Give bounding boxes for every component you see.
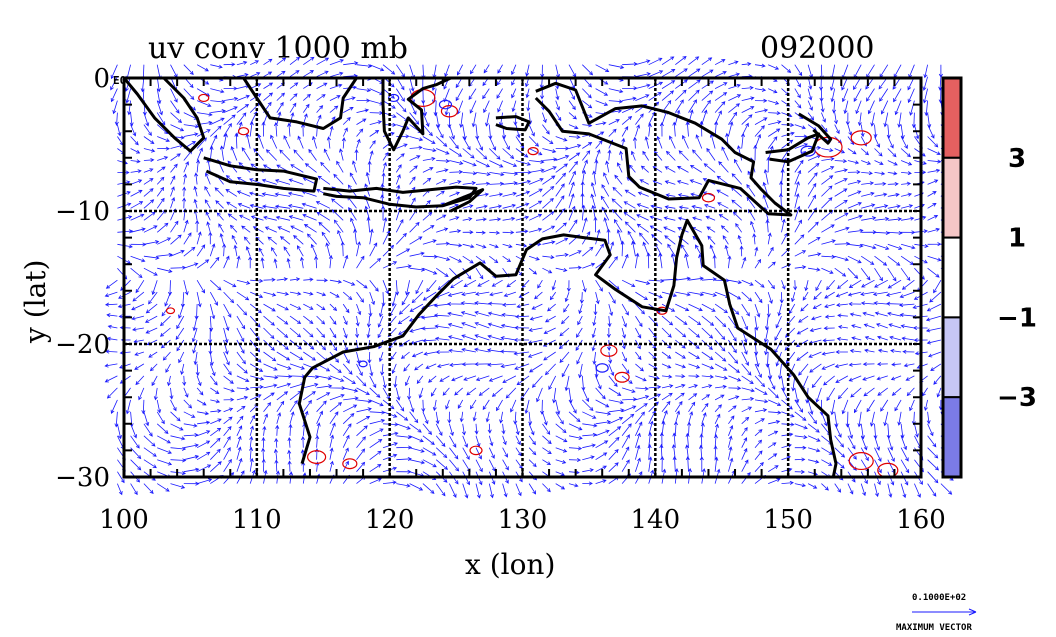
time-label: 092000 <box>760 31 875 66</box>
x-tick-label: 140 <box>631 505 681 535</box>
reference-arrowhead <box>968 608 977 616</box>
colorbar <box>941 76 963 479</box>
x-tick-label: 130 <box>498 505 548 535</box>
contour-positive <box>850 130 872 146</box>
colorbar-label: −3 <box>997 383 1037 413</box>
contour-positive <box>165 307 176 315</box>
contour-positive <box>342 458 358 470</box>
colorbar-labels: 3 1 −1 −3 <box>997 144 1037 413</box>
contour-positive <box>600 344 618 357</box>
y-tick-label: −30 <box>55 463 110 493</box>
contour-negative <box>595 363 609 373</box>
coastline-sumatra <box>122 76 206 153</box>
coastline-timor <box>442 188 485 213</box>
colorbar-segment <box>942 396 962 479</box>
colorbar-segment <box>942 77 962 159</box>
contour-positive <box>440 105 459 118</box>
reference-vector: 0.1000E+02 MAXIMUM VECTOR <box>896 593 977 633</box>
colorbar-segment <box>942 316 962 399</box>
contour-positive <box>307 450 327 464</box>
contour-positive <box>237 127 250 136</box>
contour-positive <box>848 452 874 471</box>
colorbar-segment <box>942 156 962 239</box>
y-tick-label: 0 <box>93 64 110 94</box>
reference-vector-value: 0.1000E+02 <box>912 593 966 603</box>
contour-negative <box>358 360 368 368</box>
coastline-new_guinea <box>534 81 793 217</box>
tick-marks <box>123 77 922 478</box>
contour-positive <box>614 371 630 383</box>
x-axis-label: x (lon) <box>465 548 555 581</box>
coastline-java <box>203 156 319 193</box>
y-tick-labels: 0 −10 −20 −30 <box>55 64 110 493</box>
coastline-new_ireland <box>798 112 833 145</box>
x-tick-label: 110 <box>232 505 282 535</box>
x-tick-label: 160 <box>896 505 946 535</box>
coastline-australia <box>297 218 838 478</box>
plot-frame <box>122 76 923 479</box>
plot-title: uv conv 1000 mb <box>148 31 408 66</box>
coastline-sulawesi <box>381 76 452 152</box>
contour-negative <box>800 145 816 157</box>
y-tick-label: −10 <box>55 197 110 227</box>
contour-positive <box>527 147 539 156</box>
colorbar-label: 1 <box>1008 224 1026 254</box>
contour-positive <box>469 445 483 456</box>
x-tick-label: 150 <box>763 505 813 535</box>
contour-negative <box>438 99 453 110</box>
coastline-borneo <box>242 77 358 130</box>
coastlines <box>122 76 838 478</box>
y-tick-label: −20 <box>55 330 110 360</box>
contour-positive <box>198 93 210 103</box>
exponent-label: E0 <box>113 74 126 87</box>
colorbar-segment <box>942 236 962 319</box>
reference-vector-label: MAXIMUM VECTOR <box>896 623 972 633</box>
contour-positive <box>701 192 716 203</box>
x-tick-label: 120 <box>365 505 415 535</box>
lat-lon-grid <box>124 78 921 477</box>
x-tick-labels: 100 110 120 130 140 150 160 <box>99 505 946 535</box>
contour-negative <box>388 93 400 103</box>
y-axis-label: y (lat) <box>19 260 52 344</box>
colorbar-frame <box>941 76 963 479</box>
coastline-seram <box>495 115 531 132</box>
colorbar-label: −1 <box>997 303 1037 333</box>
x-tick-label: 100 <box>99 505 149 535</box>
colorbar-label: 3 <box>1008 144 1026 174</box>
